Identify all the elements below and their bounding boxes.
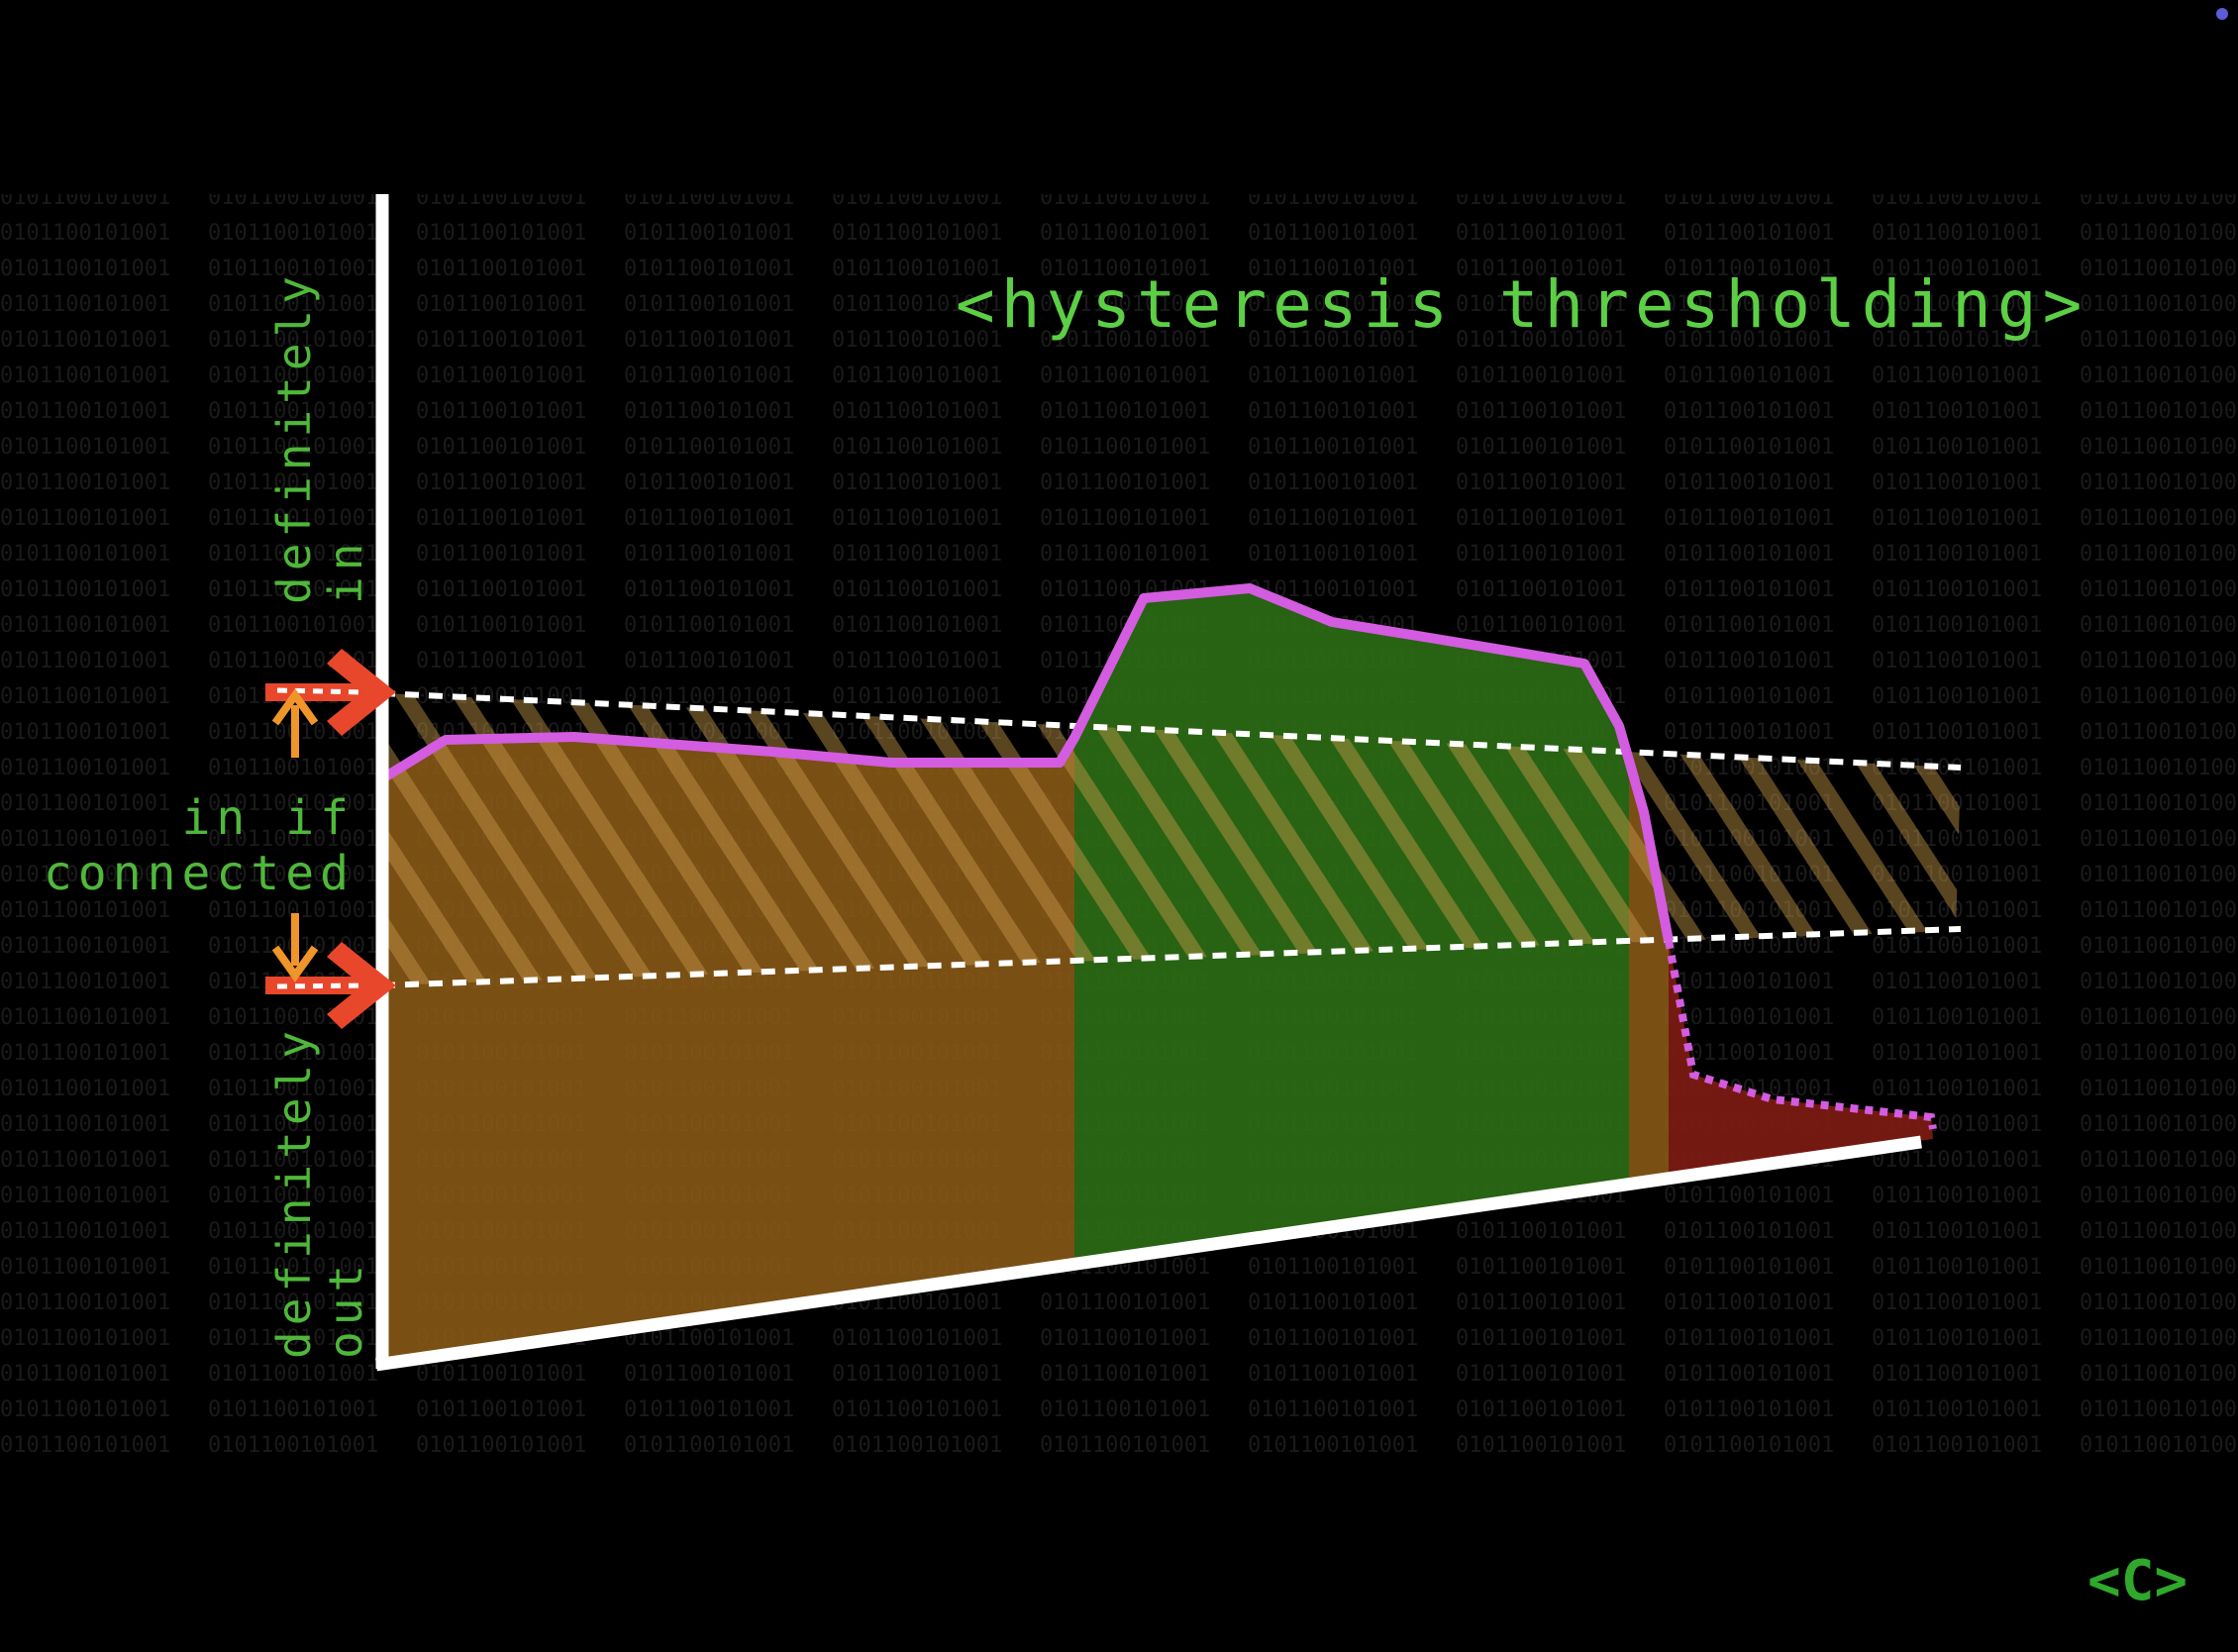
diagram-title: <hysteresis thresholding> bbox=[956, 266, 2087, 343]
definitely-in-label-line1: definitely bbox=[267, 270, 321, 604]
low-threshold-shift-down-arrow bbox=[271, 913, 319, 982]
definitely-out-label-line1: definitely bbox=[267, 1025, 321, 1359]
low-threshold-line bbox=[380, 926, 1962, 988]
signal-curve bbox=[381, 583, 1674, 942]
definitely-out-label-line2: out bbox=[319, 1259, 372, 1359]
in-if-connected-label-line2: connected bbox=[44, 846, 355, 901]
definitely-in-label-line2: in bbox=[319, 538, 372, 604]
hysteresis-band-hatch bbox=[384, 693, 1961, 985]
out-region-fill bbox=[1669, 941, 1933, 1177]
status-dot bbox=[2216, 8, 2228, 20]
definitely-out-label: definitely out bbox=[267, 1025, 372, 1359]
in-if-connected-label-line1: in if bbox=[182, 790, 356, 846]
definitely-in-label: definitely in bbox=[267, 270, 372, 604]
high-threshold-line bbox=[380, 690, 1962, 771]
low-threshold-arrow bbox=[265, 942, 396, 1029]
high-threshold-shift-up-arrow bbox=[271, 688, 319, 758]
x-axis bbox=[375, 1135, 1922, 1372]
signal-curve-dotted-tail bbox=[1665, 940, 1937, 1130]
logo: <C> bbox=[2087, 1549, 2187, 1613]
